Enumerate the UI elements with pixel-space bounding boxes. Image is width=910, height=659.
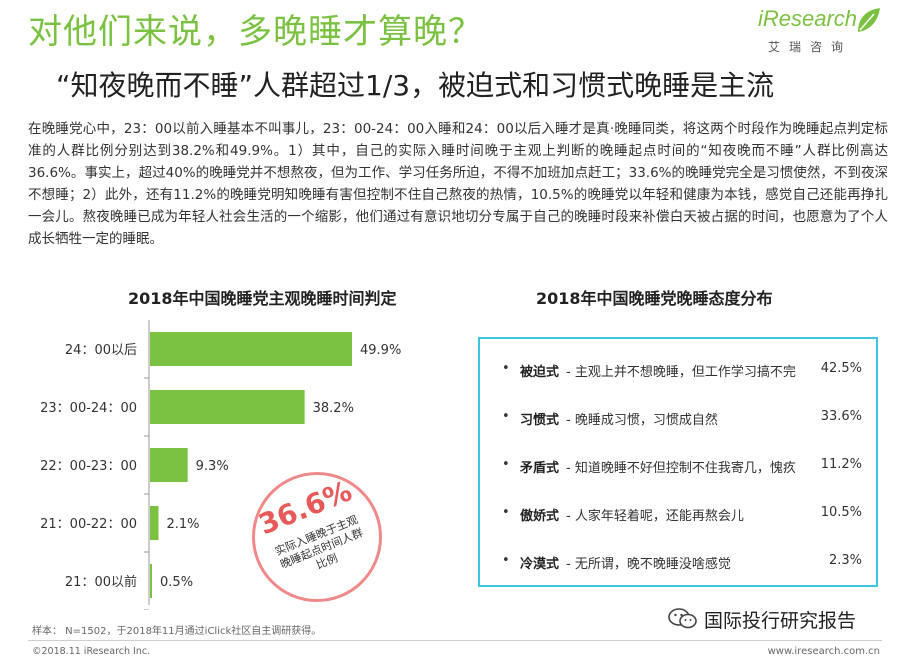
attitude-name: 矛盾式 bbox=[520, 461, 560, 476]
bullet-icon: • bbox=[502, 553, 510, 568]
attitude-row: • 被迫式 - 主观上并不想晚睡，但工作学习搞不完 42.5% bbox=[480, 361, 876, 381]
attitude-name: 冷漠式 bbox=[520, 557, 560, 572]
leaf-icon bbox=[858, 8, 880, 32]
bar bbox=[150, 448, 188, 482]
website-url: www.iresearch.com.cn bbox=[767, 646, 880, 657]
wechat-account-name: 国际投行研究报告 bbox=[704, 610, 857, 632]
logo-chinese-name: 艾瑞咨询 bbox=[768, 40, 853, 54]
summary-paragraph: 在晚睡党心中，23：00以前入睡基本不叫事儿，23：00-24：00入睡和24：… bbox=[28, 121, 888, 247]
attitude-name: 习惯式 bbox=[520, 413, 560, 428]
attitude-description: - 主观上并不想晚睡，但工作学习搞不完 bbox=[566, 365, 796, 380]
attitude-value: 11.2% bbox=[820, 457, 862, 472]
bar-category-label: 21：00以前 bbox=[65, 574, 137, 590]
sample-note: 样本： N=1502，于2018年11月通过iClick社区自主调研获得。 bbox=[32, 626, 322, 637]
wechat-icon bbox=[668, 608, 697, 629]
bar-value-label: 49.9% bbox=[360, 343, 401, 358]
page-title: 对他们来说，多晚睡才算晚？ bbox=[28, 12, 483, 52]
attitude-name: 被迫式 bbox=[520, 365, 560, 380]
attitude-chart-title: 2018年中国晚睡党晚睡态度分布 bbox=[536, 289, 773, 308]
attitude-row: • 傲娇式 - 人家年轻着呢，还能再熬会儿 10.5% bbox=[480, 505, 876, 525]
bar-value-label: 0.5% bbox=[160, 575, 193, 590]
page-subtitle: “知夜晚而不睡”人群超过1/3，被迫式和习惯式晚睡是主流 bbox=[56, 69, 775, 102]
bar-value-label: 38.2% bbox=[313, 401, 354, 416]
attitude-value: 10.5% bbox=[820, 505, 862, 520]
attitude-value: 2.3% bbox=[828, 553, 862, 568]
attitude-row: • 习惯式 - 晚睡成习惯，习惯成自然 33.6% bbox=[480, 409, 876, 429]
logo-wordmark: iResearch bbox=[758, 6, 858, 31]
attitude-value: 42.5% bbox=[820, 361, 862, 376]
attitude-description: - 晚睡成习惯，习惯成自然 bbox=[566, 413, 718, 428]
attitude-description: - 无所谓，晚不晚睡没啥感觉 bbox=[566, 557, 731, 572]
bar bbox=[150, 564, 153, 598]
bar-category-label: 21：00-22：00 bbox=[40, 517, 137, 532]
attitude-row: • 矛盾式 - 知道晚睡不好但控制不住我寄几，愧疚 11.2% bbox=[480, 457, 876, 477]
bullet-icon: • bbox=[502, 409, 510, 424]
bar bbox=[150, 332, 352, 366]
bullet-icon: • bbox=[502, 457, 510, 472]
bar-value-label: 2.1% bbox=[167, 517, 200, 532]
bar bbox=[150, 506, 159, 540]
bar-category-label: 24：00以后 bbox=[65, 343, 137, 358]
bar-category-label: 22：00-23：00 bbox=[40, 459, 137, 474]
attitude-description: - 知道晚睡不好但控制不住我寄几，愧疚 bbox=[566, 461, 796, 476]
attitude-table: • 被迫式 - 主观上并不想晚睡，但工作学习搞不完 42.5% • 习惯式 - 晚睡成习… bbox=[478, 337, 878, 587]
bullet-icon: • bbox=[502, 505, 510, 520]
attitude-name: 傲娇式 bbox=[520, 509, 560, 524]
bar-chart: 24：00以后 49.9% 23：00-24：00 38.2% 22：00-23：00 9… bbox=[40, 320, 401, 610]
iresearch-logo: iResearch 艾瑞咨询 bbox=[752, 6, 882, 58]
bar-value-label: 9.3% bbox=[196, 459, 229, 474]
bar-chart-title: 2018年中国晚睡党主观晚睡时间判定 bbox=[128, 289, 397, 308]
attitude-description: - 人家年轻着呢，还能再熬会儿 bbox=[566, 509, 744, 524]
copyright: ©2018.11 iResearch Inc. bbox=[32, 646, 151, 657]
bar bbox=[150, 390, 305, 424]
attitude-value: 33.6% bbox=[820, 409, 862, 424]
bullet-icon: • bbox=[502, 361, 510, 376]
bar-category-label: 23：00-24：00 bbox=[40, 401, 137, 416]
footer-divider bbox=[28, 640, 882, 641]
attitude-row: • 冷漠式 - 无所谓，晚不晚睡没啥感觉 2.3% bbox=[480, 553, 876, 573]
